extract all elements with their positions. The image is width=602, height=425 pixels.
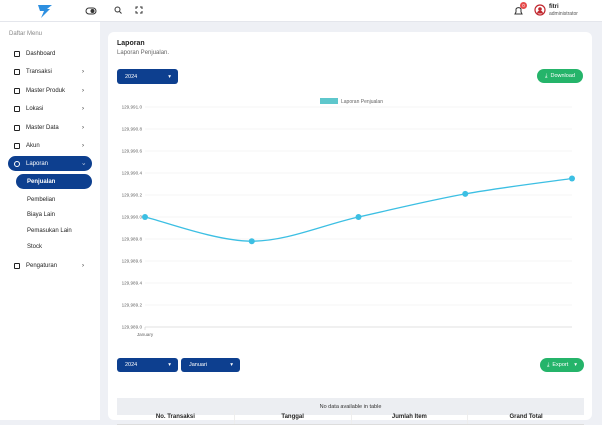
- y-tick-label: 129,989.2: [122, 303, 143, 308]
- logo: [38, 5, 52, 18]
- page-subtitle: Laporan Penjualan.: [117, 50, 170, 56]
- y-tick-label: 129,989.6: [122, 259, 143, 264]
- menu-arrow: ›: [82, 262, 84, 269]
- menu-heading: Daftar Menu: [9, 31, 43, 37]
- menu-icon: [14, 142, 20, 149]
- user-name: fitri: [549, 4, 559, 10]
- menu-arrow: ›: [82, 105, 84, 112]
- month-dropdown[interactable]: Januari ▾: [181, 358, 240, 372]
- menu-label: Dashboard: [26, 50, 56, 57]
- year-dropdown[interactable]: 2024 ▾: [117, 69, 178, 84]
- avatar[interactable]: [534, 4, 546, 16]
- submenu-item[interactable]: Pemasukan Lain: [27, 227, 72, 234]
- column-header: Tanggal: [233, 410, 351, 424]
- menu-icon: [14, 87, 20, 94]
- menu-item[interactable]: Laporan ›: [8, 156, 92, 171]
- data-point: [355, 214, 362, 220]
- report-card: Laporan Laporan Penjualan. 2024 ▾ ⤓ Downlo…: [108, 32, 592, 425]
- menu-label: Master Produk: [26, 87, 66, 94]
- user-role: administrator: [549, 11, 578, 17]
- menu-label: Pengaturan: [26, 262, 58, 269]
- notification-badge: 0: [520, 2, 527, 9]
- fullscreen-icon[interactable]: [134, 5, 144, 15]
- legend-label: Laporan Penjualan: [341, 99, 383, 105]
- data-point: [142, 214, 148, 220]
- menu-item[interactable]: Lokasi ›: [8, 101, 92, 116]
- column-header: No. Transaksi: [155, 414, 195, 420]
- theme-toggle[interactable]: [85, 6, 97, 16]
- data-point: [569, 175, 575, 182]
- menu-arrow: ›: [82, 142, 84, 149]
- y-tick-label: 129,990.8: [122, 127, 143, 132]
- download-button[interactable]: ⤓ Download: [537, 69, 583, 83]
- chart: 129,989.0 129,989.2 129,989.4 129,989.6 129,…: [122, 98, 575, 337]
- menu-icon: [14, 124, 20, 131]
- legend-swatch: [320, 98, 338, 104]
- y-tick-label: 129,989.8: [122, 237, 143, 242]
- y-tick-label: 129,990.6: [122, 149, 143, 154]
- menu-item[interactable]: Transaksi ›: [8, 64, 92, 79]
- menu-icon: [14, 68, 20, 75]
- sidebar: Daftar Menu Dashboard Transaksi › Master Pr…: [0, 22, 100, 420]
- y-tick-label: 129,991.0: [122, 105, 143, 110]
- menu-label: Laporan: [26, 160, 49, 167]
- submenu-item[interactable]: Pembelian: [27, 196, 56, 203]
- menu-item[interactable]: Master Produk ›: [8, 83, 92, 98]
- notification-icon[interactable]: [513, 5, 527, 17]
- y-tick-label: 129,989.0: [122, 325, 143, 330]
- submenu-item[interactable]: Stock: [27, 243, 43, 250]
- y-tick-label: 129,990.0: [122, 215, 143, 220]
- menu-item[interactable]: Dashboard: [8, 46, 92, 61]
- table-year-dropdown[interactable]: 2024 ▾: [117, 358, 178, 372]
- column-header: Jumlah Item: [350, 410, 468, 424]
- menu-label: Lokasi: [26, 105, 44, 112]
- menu-arrow: ›: [82, 124, 84, 131]
- menu-label: Transaksi: [26, 68, 52, 75]
- series-line: [144, 177, 573, 242]
- topbar: 0 fitri administrator: [0, 0, 602, 22]
- menu-item[interactable]: Akun ›: [8, 138, 92, 153]
- y-tick-label: 129,989.4: [122, 281, 143, 286]
- data-point: [248, 238, 255, 245]
- month-value: Januari: [189, 362, 208, 368]
- year-value: 2024: [125, 73, 138, 80]
- x-tick-label: January: [137, 332, 154, 337]
- data-point: [462, 190, 469, 197]
- submenu-item[interactable]: Biaya Lain: [27, 211, 56, 218]
- menu-arrow: ›: [82, 68, 84, 75]
- menu-label: Master Data: [26, 124, 59, 131]
- export-label: Export: [552, 362, 569, 368]
- menu-label: Akun: [26, 142, 40, 149]
- search-icon[interactable]: [113, 5, 123, 15]
- menu-icon: [14, 50, 20, 57]
- column-header: Grand Total: [467, 410, 584, 424]
- menu-icon: [14, 105, 20, 112]
- menu-item[interactable]: Master Data ›: [8, 120, 92, 135]
- submenu-item[interactable]: Penjualan: [16, 174, 92, 189]
- menu-arrow: ›: [82, 87, 84, 94]
- table-year-value: 2024: [125, 362, 138, 368]
- menu-icon: [14, 160, 20, 167]
- menu-icon: [14, 262, 20, 269]
- page-title: Laporan: [117, 40, 145, 47]
- y-tick-label: 129,990.4: [122, 171, 143, 176]
- y-tick-label: 129,990.2: [122, 193, 143, 198]
- menu-arrow: ›: [80, 162, 86, 165]
- download-label: Download: [550, 73, 575, 79]
- menu-item[interactable]: Pengaturan ›: [8, 258, 92, 273]
- export-button[interactable]: ⤓ Export ▾: [540, 358, 584, 372]
